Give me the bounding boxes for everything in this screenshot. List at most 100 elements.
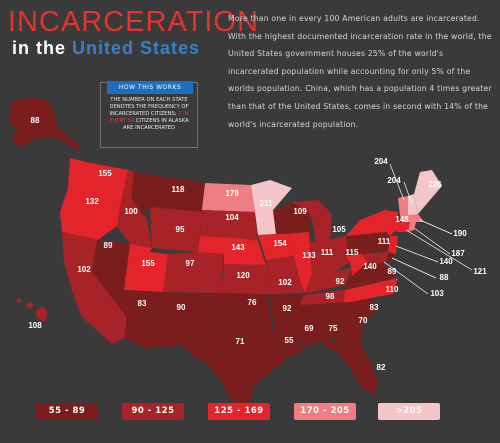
state-NM bbox=[157, 292, 211, 348]
label-MD: 103 bbox=[430, 289, 444, 298]
leader-CT bbox=[405, 229, 473, 271]
label-AZ: 83 bbox=[138, 299, 147, 308]
how-this-works-text: THE NUMBER ON EACH STATE DENOTES THE FRE… bbox=[105, 97, 193, 132]
label-MT: 118 bbox=[172, 185, 185, 194]
label-IA: 154 bbox=[273, 239, 287, 248]
label-KY: 98 bbox=[326, 292, 335, 301]
leader-RI bbox=[413, 227, 451, 255]
label-CA: 102 bbox=[77, 265, 91, 274]
label-IL: 133 bbox=[302, 251, 316, 260]
label-AR: 92 bbox=[283, 304, 292, 313]
leader-lines bbox=[383, 163, 473, 295]
label-NC: 110 bbox=[386, 285, 399, 294]
label-RI: 187 bbox=[451, 249, 465, 258]
state-TX bbox=[180, 299, 286, 409]
label-MO: 102 bbox=[278, 278, 292, 287]
state-GA bbox=[333, 302, 364, 344]
label-ME: 226 bbox=[428, 180, 442, 189]
how-text-b: CITIZENS IN ALASKA ARE INCARCERATED bbox=[123, 118, 189, 131]
state-RI bbox=[408, 222, 416, 232]
label-WY: 95 bbox=[176, 225, 185, 234]
state-MN bbox=[251, 180, 292, 235]
state-NV bbox=[92, 240, 130, 317]
state-UT bbox=[124, 244, 168, 292]
state-DE bbox=[386, 252, 394, 262]
state-MA bbox=[400, 214, 424, 222]
label-NE: 143 bbox=[231, 243, 245, 252]
state-MS bbox=[295, 304, 316, 346]
label-CO: 97 bbox=[186, 259, 195, 268]
legend-item-4: 170 - 205 bbox=[294, 403, 356, 420]
label-OH: 115 bbox=[346, 248, 359, 257]
label-ID: 100 bbox=[124, 207, 138, 216]
how-this-works-heading: HOW THIS WORKS bbox=[107, 81, 193, 94]
label-VA: 89 bbox=[388, 267, 397, 276]
label-NY: 148 bbox=[395, 215, 409, 224]
state-OR bbox=[60, 188, 121, 240]
label-NJ: 140 bbox=[439, 257, 453, 266]
state-AZ bbox=[124, 290, 163, 349]
label-GA: 70 bbox=[359, 316, 368, 325]
state-SC bbox=[350, 298, 377, 322]
label-DE: 88 bbox=[440, 273, 449, 282]
legend-item-3: 125 - 169 bbox=[208, 403, 270, 420]
label-SC: 83 bbox=[370, 303, 379, 312]
state-labels: 88 108 155 132 102 89 100 118 95 155 83 … bbox=[28, 116, 487, 372]
legend-label-4: 170 - 205 bbox=[300, 406, 350, 416]
label-LA: 55 bbox=[285, 336, 294, 345]
state-WA bbox=[68, 158, 128, 202]
title-line-1: INCARCERATION bbox=[8, 6, 259, 38]
state-ID bbox=[117, 170, 152, 248]
state-SD bbox=[200, 210, 258, 241]
state-OK bbox=[211, 294, 272, 331]
label-HI: 108 bbox=[28, 321, 42, 330]
label-NM: 90 bbox=[177, 303, 186, 312]
how-text-a: THE NUMBER ON EACH STATE DENOTES THE FRE… bbox=[109, 97, 189, 117]
label-WA: 155 bbox=[98, 169, 112, 178]
legend-label-3: 125 - 169 bbox=[214, 406, 264, 416]
label-MI: 105 bbox=[332, 225, 346, 234]
state-MD bbox=[362, 252, 388, 264]
state-MT bbox=[131, 172, 205, 214]
state-AR bbox=[270, 294, 303, 321]
state-CT bbox=[396, 222, 410, 232]
label-MA: 190 bbox=[453, 229, 467, 238]
state-NJ bbox=[388, 236, 398, 254]
state-KS bbox=[221, 264, 268, 294]
label-IN: 111 bbox=[321, 248, 334, 257]
label-MN: 211 bbox=[260, 199, 273, 208]
label-MS: 69 bbox=[305, 324, 314, 333]
leader-VT bbox=[389, 163, 405, 201]
state-OH bbox=[326, 236, 350, 272]
label-NV: 89 bbox=[104, 241, 113, 250]
legend-item-5: >205 bbox=[378, 403, 440, 420]
label-OR: 132 bbox=[85, 197, 99, 206]
state-MI bbox=[292, 200, 332, 242]
label-TX: 71 bbox=[236, 337, 245, 346]
label-FL: 82 bbox=[377, 363, 386, 372]
how-text-highlight: 1 IN EVERY 88 bbox=[109, 111, 189, 124]
legend-label-5: >205 bbox=[395, 406, 423, 416]
title-united-states: United States bbox=[72, 38, 201, 58]
leader-NJ bbox=[395, 245, 439, 263]
state-NY bbox=[346, 210, 398, 236]
leader-MD bbox=[383, 261, 429, 295]
label-PA: 111 bbox=[378, 237, 391, 246]
legend-item-2: 90 - 125 bbox=[122, 403, 184, 420]
state-FL bbox=[318, 340, 378, 395]
leader-DE bbox=[391, 257, 437, 279]
state-IA bbox=[258, 234, 294, 260]
label-SD: 104 bbox=[225, 213, 239, 222]
label-AL: 75 bbox=[329, 324, 338, 333]
state-NE bbox=[198, 236, 266, 265]
state-CA bbox=[62, 232, 127, 344]
state-WV bbox=[346, 252, 368, 276]
label-UT: 155 bbox=[141, 259, 155, 268]
state-WI bbox=[273, 202, 310, 234]
state-WY bbox=[150, 207, 202, 252]
label-CT: 121 bbox=[473, 267, 487, 276]
state-MO bbox=[266, 256, 307, 294]
state-IL bbox=[285, 232, 312, 292]
legend-label-2: 90 - 125 bbox=[131, 406, 175, 416]
